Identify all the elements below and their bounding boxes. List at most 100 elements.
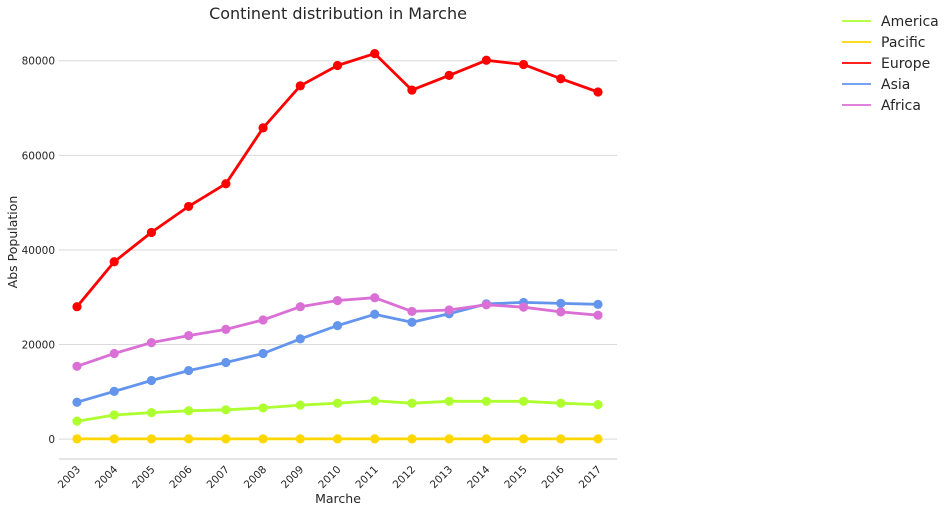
data-point <box>72 361 82 371</box>
x-tick-label: 2012 <box>391 464 418 491</box>
data-point <box>295 302 305 312</box>
data-point <box>481 434 491 444</box>
x-tick-label: 2017 <box>577 464 604 491</box>
data-point <box>332 321 343 331</box>
data-point <box>444 396 454 406</box>
data-point <box>593 310 603 320</box>
data-point <box>221 324 231 335</box>
data-point <box>221 405 231 415</box>
data-point <box>258 403 268 413</box>
data-point <box>146 434 157 444</box>
data-point <box>556 298 566 308</box>
data-point <box>370 396 380 406</box>
data-point <box>370 309 380 319</box>
data-point <box>370 49 380 59</box>
data-point <box>370 434 380 444</box>
data-point <box>258 434 268 444</box>
series-asia <box>72 297 603 407</box>
data-point <box>109 386 119 396</box>
x-tick-label: 2008 <box>242 464 269 491</box>
data-point <box>407 306 417 317</box>
series-america <box>72 396 603 426</box>
legend-label: America <box>881 14 939 30</box>
data-point <box>295 81 305 91</box>
data-point <box>109 410 119 420</box>
data-point <box>407 398 417 408</box>
legend-item: America <box>842 14 939 30</box>
legend-item: Africa <box>842 98 921 114</box>
chart-title: Continent distribution in Marche <box>209 4 467 23</box>
data-point <box>518 59 529 70</box>
data-point <box>556 434 566 444</box>
x-axis: 2003 2004 2005 2006 2007 2008 2009 2010 2011 2012… <box>56 463 604 491</box>
data-point <box>481 55 491 65</box>
data-point <box>184 406 194 416</box>
data-point <box>72 434 82 444</box>
legend-item: Asia <box>842 77 910 93</box>
data-point <box>146 338 157 348</box>
data-point <box>556 307 566 317</box>
series-africa <box>72 293 603 371</box>
data-point <box>295 334 305 344</box>
x-axis-label: Marche <box>315 491 361 506</box>
data-point <box>109 434 119 444</box>
x-tick-label: 2011 <box>353 464 380 491</box>
y-tick-label: 0 <box>48 434 55 446</box>
x-tick-label: 2015 <box>502 464 529 491</box>
data-point <box>518 302 529 312</box>
data-point <box>332 398 343 408</box>
data-point <box>221 434 231 444</box>
data-point <box>109 348 119 359</box>
data-point <box>332 60 343 71</box>
data-point <box>332 295 343 306</box>
x-tick-label: 2009 <box>279 464 306 491</box>
data-point <box>72 416 82 426</box>
series-europe <box>72 49 603 312</box>
series-group <box>72 49 603 444</box>
y-tick-label: 80000 <box>22 56 55 68</box>
y-tick-label: 60000 <box>22 150 55 162</box>
data-point <box>146 408 157 418</box>
x-tick-label: 2005 <box>130 464 157 491</box>
data-point <box>407 317 417 327</box>
data-point <box>184 201 194 212</box>
legend-label: Europe <box>881 56 930 72</box>
data-point <box>332 434 343 444</box>
data-point <box>146 375 157 386</box>
x-tick-label: 2010 <box>316 464 343 491</box>
data-point <box>593 299 603 309</box>
data-point <box>518 434 529 444</box>
data-point <box>518 396 529 406</box>
data-point <box>444 305 454 315</box>
data-point <box>593 400 603 410</box>
x-tick-label: 2014 <box>465 463 493 491</box>
data-point <box>481 396 491 406</box>
data-point <box>481 300 491 310</box>
series-line <box>75 52 600 309</box>
x-tick-label: 2004 <box>93 463 121 491</box>
data-point <box>407 85 417 95</box>
series-line <box>75 300 600 404</box>
x-tick-label: 2016 <box>540 463 568 491</box>
data-point <box>72 397 82 407</box>
y-tick-label: 20000 <box>22 340 55 352</box>
legend-item: Europe <box>842 56 930 72</box>
data-point <box>258 348 268 359</box>
legend-label: Pacific <box>881 35 926 51</box>
data-point <box>556 398 566 408</box>
data-point <box>370 293 380 303</box>
data-point <box>593 434 603 444</box>
data-point <box>221 357 231 368</box>
data-point <box>221 179 231 189</box>
y-axis-label: Abs Population <box>5 196 20 289</box>
y-tick-label: 40000 <box>22 245 55 257</box>
data-point <box>184 434 194 444</box>
x-tick-label: 2007 <box>205 464 232 491</box>
data-point <box>295 434 305 444</box>
data-point <box>295 400 305 410</box>
data-point <box>593 87 603 97</box>
legend-label: Asia <box>881 77 910 93</box>
data-point <box>556 74 566 84</box>
legend-label: Africa <box>881 98 921 114</box>
